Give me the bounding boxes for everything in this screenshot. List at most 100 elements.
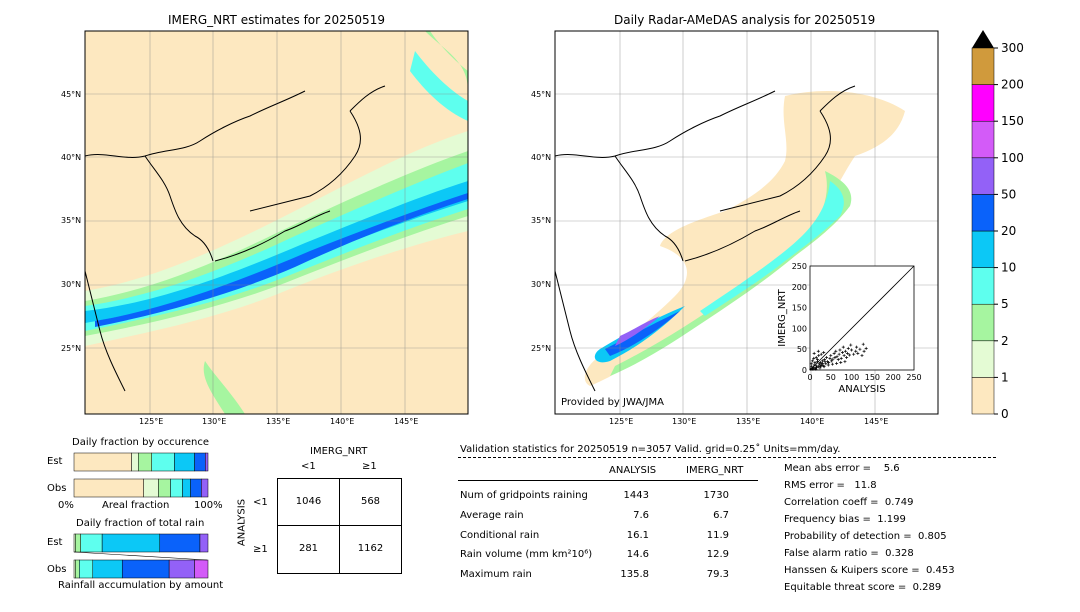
scatter-point: [815, 366, 819, 370]
right-lat-tick-35: 35°N: [531, 216, 552, 225]
left-map: [84, 30, 469, 415]
scatter-point: [819, 352, 823, 356]
stacked-bar-segment: [143, 478, 159, 498]
contingency-col-label-ge1: ≥1: [362, 461, 377, 472]
validation-row-imerg: 12.9: [706, 549, 729, 560]
validation-row-label: Average rain: [460, 510, 524, 521]
left-lat-tick-25: 25°N: [61, 344, 82, 353]
scatter-point: [834, 349, 838, 353]
validation-row-label: Rain volume (mm km²10⁶): [460, 549, 593, 560]
colorbar-tick-label: 1: [1001, 370, 1009, 384]
contingency-row-header: ANALYSIS: [236, 498, 248, 547]
scatter-point: [818, 361, 822, 365]
scatter-point: [814, 364, 818, 368]
validation-row-analysis: 16.1: [626, 530, 649, 541]
scatter-point: [854, 349, 858, 353]
stacked-bar-segment: [121, 559, 170, 579]
scatter-point: [810, 359, 814, 363]
scatter-point: [812, 363, 816, 367]
scatter-point: [849, 343, 853, 347]
scatter-x-tick: 250: [906, 373, 921, 382]
occurrence-title: Daily fraction by occurence: [72, 437, 210, 448]
contingency-table: 1046 568 281 1162: [277, 478, 402, 574]
contingency-col-label-lt1: <1: [301, 461, 316, 472]
right-lat-tick-40: 40°N: [531, 153, 552, 162]
scatter-ylabel: IMERG_NRT: [777, 288, 788, 346]
contingency-row-label-ge1: ≥1: [253, 544, 268, 555]
colorbar-segment: [971, 340, 995, 378]
scatter-y-tick: 250: [792, 262, 807, 271]
colorbar-segment: [971, 47, 995, 85]
scatter-point: [864, 346, 868, 350]
scatter-point: [823, 358, 827, 362]
left-map-title: IMERG_NRT estimates for 20250519: [168, 13, 385, 27]
scatter-point: [845, 356, 849, 360]
scatter-point: [830, 359, 834, 363]
right-lat-tick-30: 30°N: [531, 280, 552, 289]
scatter-point: [846, 346, 850, 350]
contingency-col-header: IMERG_NRT: [310, 446, 368, 457]
right-lon-tick-140: 140°E: [800, 417, 825, 426]
colorbar-segment: [971, 267, 995, 305]
stacked-bar-segment: [80, 533, 103, 553]
contingency-cell-fn: 281: [298, 543, 319, 554]
stacked-bar-segment: [194, 452, 206, 472]
stacked-bar-segment: [151, 452, 175, 472]
scatter-point: [815, 358, 819, 362]
right-lat-tick-45: 45°N: [531, 90, 552, 99]
scatter-point: [813, 361, 817, 365]
scatter-point: [814, 356, 818, 360]
stacked-bar-segment: [73, 478, 144, 498]
scatter-point: [841, 345, 845, 349]
validation-row-imerg: 1730: [703, 490, 729, 501]
colorbar-segment: [971, 194, 995, 232]
right-map-title: Daily Radar-AMeDAS analysis for 20250519: [614, 13, 876, 27]
bar-connector: [73, 551, 208, 561]
scatter-y-tick: 0: [802, 366, 807, 375]
scatter-point: [850, 348, 854, 352]
scatter-point: [833, 356, 837, 360]
scatter-point: [856, 351, 860, 355]
scatter-point: [824, 362, 828, 366]
scatter-point: [816, 349, 820, 353]
score-far: False alarm ratio = 0.328: [784, 548, 914, 559]
stacked-bar-segment: [170, 478, 183, 498]
validation-row-analysis: 7.6: [633, 510, 649, 521]
scatter-point: [812, 356, 816, 360]
colorbar-tick-label: 2: [1001, 334, 1009, 348]
scatter-point: [835, 361, 839, 365]
scatter-point: [820, 361, 824, 365]
stacked-bar-segment: [205, 452, 209, 472]
total-rain-title: Daily fraction of total rain: [76, 518, 205, 529]
stacked-bar-segment: [101, 533, 161, 553]
right-lon-tick-135: 135°E: [736, 417, 761, 426]
scatter-y-tick: 100: [792, 324, 807, 333]
score-ets: Equitable threat score = 0.289: [784, 582, 942, 593]
scatter-point: [810, 365, 814, 369]
scatter-point: [825, 356, 829, 360]
scatter-point: [814, 367, 818, 371]
stacked-bar-segment: [131, 452, 139, 472]
right-lon-tick-145: 145°E: [864, 417, 889, 426]
left-lat-tick-35: 35°N: [61, 216, 82, 225]
stacked-bar-segment: [79, 559, 94, 579]
contingency-row-label-lt1: <1: [253, 497, 268, 508]
scatter-point: [835, 355, 839, 359]
scatter-point: [829, 353, 833, 357]
colorbar-segment: [971, 230, 995, 268]
colorbar-segment: [971, 377, 995, 415]
scatter-point: [845, 351, 849, 355]
scatter-point: [818, 366, 822, 370]
colorbar-tick-label: 200: [1001, 78, 1024, 92]
scatter-point: [840, 351, 844, 355]
right-map: [554, 30, 939, 415]
validation-row-label: Conditional rain: [460, 530, 540, 541]
validation-row-imerg: 11.9: [706, 530, 729, 541]
scatter-point: [830, 362, 834, 366]
validation-col-rule: [458, 480, 758, 481]
validation-row-analysis: 135.8: [620, 569, 649, 580]
stacked-bar-segment: [190, 478, 202, 498]
scatter-xlabel: ANALYSIS: [838, 384, 885, 395]
scatter-point: [852, 352, 856, 356]
right-lon-tick-125: 125°E: [609, 417, 634, 426]
